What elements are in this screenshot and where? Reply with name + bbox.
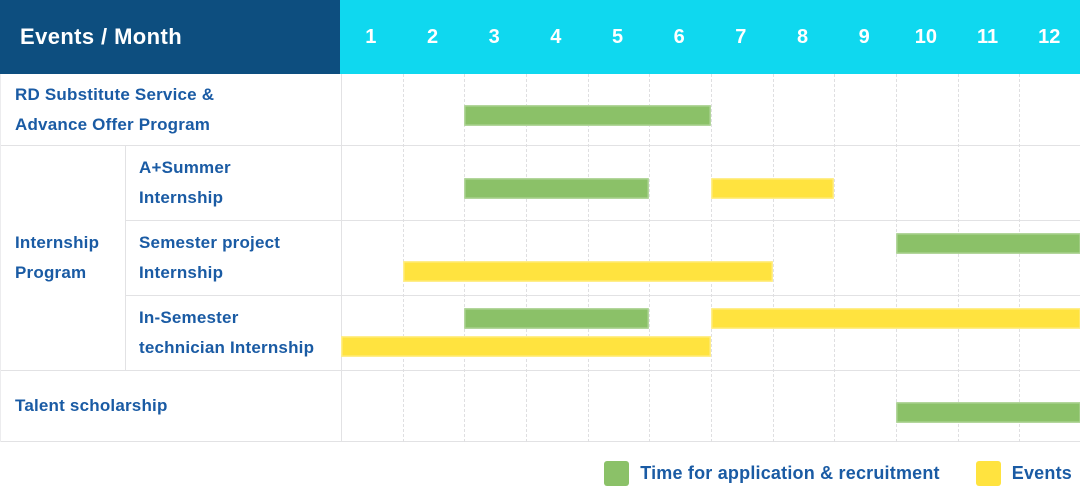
application-bar	[464, 178, 650, 199]
legend-label: Events	[1011, 463, 1072, 483]
row-group-label-line: Internship	[15, 232, 100, 252]
month-gridline	[1019, 74, 1021, 442]
row-divider	[1, 441, 1080, 442]
month-header-label-7: 7	[735, 25, 747, 48]
month-header-label-12: 12	[1038, 25, 1061, 48]
chart-legend: Time for application & recruitment Events	[604, 461, 1072, 486]
month-gridline	[957, 74, 959, 442]
application-bar	[464, 105, 711, 126]
row-label-line: Advance Offer Program	[15, 114, 211, 134]
row-divider	[1, 370, 1080, 371]
month-gridline	[896, 74, 897, 442]
legend-item-event: Events	[975, 461, 1072, 486]
month-header-label-2: 2	[426, 25, 439, 48]
month-gridline	[649, 74, 651, 442]
month-header-label-5: 5	[611, 25, 624, 48]
application-bar	[896, 233, 1080, 254]
event-bar	[711, 178, 835, 199]
row-label-line: In-Semester	[139, 307, 239, 327]
month-header-label-3: 3	[488, 25, 500, 48]
row-divider	[1, 145, 1080, 146]
row-label-4: Talent scholarship	[1, 370, 341, 442]
table-header-title: Events / Month	[0, 0, 340, 74]
row-divider	[125, 220, 1080, 221]
row-label-1: A+Summer Internship	[125, 145, 341, 220]
row-group-label-line: Program	[15, 262, 87, 282]
row-group-label-internship-program: Internship Program	[1, 145, 125, 370]
row-label-line: RD Substitute Service &	[15, 84, 215, 104]
month-header-label-10: 10	[914, 25, 937, 48]
row-divider	[125, 295, 1080, 296]
legend-label: Time for application & recruitment	[640, 463, 940, 483]
month-header: 1 2 3 4 5 6 7 8 9 10 11 12	[340, 0, 1080, 74]
gantt-body: Internship Program RD Substitute Service &…	[0, 74, 1080, 442]
application-bar	[896, 401, 1080, 423]
application-bar	[464, 308, 650, 329]
row-label-line: technician Internship	[139, 337, 315, 357]
month-gridline	[402, 74, 404, 442]
month-gridline	[464, 74, 466, 442]
row-label-2: Semester project Internship	[125, 220, 341, 295]
month-header-label-6: 6	[673, 25, 685, 48]
month-header-label-9: 9	[858, 25, 870, 48]
row-label-line: A+Summer	[139, 157, 231, 177]
month-gridline	[772, 74, 774, 442]
row-label-3: In-Semester technician Internship	[125, 295, 341, 370]
month-gridline	[587, 74, 589, 442]
month-header-label-11: 11	[976, 25, 999, 48]
month-header-label-1: 1	[365, 25, 377, 48]
event-swatch-icon	[975, 461, 1001, 486]
month-header-label-4: 4	[550, 25, 562, 48]
row-label-0: RD Substitute Service & Advance Offer Pro…	[1, 74, 341, 145]
gantt-table: Events / Month 1 2 3 4 5 6 7 8 9 10 11 12 Internshi…	[0, 0, 1080, 442]
chart-area-divider	[341, 74, 342, 442]
row-label-line: Internship	[139, 187, 224, 207]
row-label-line: Internship	[139, 262, 224, 282]
event-bar	[711, 308, 1080, 329]
month-gridline	[711, 74, 712, 442]
row-label-line: Semester project	[139, 232, 281, 252]
legend-item-application: Time for application & recruitment	[604, 461, 940, 486]
table-header-row: Events / Month 1 2 3 4 5 6 7 8 9 10 11 12	[0, 0, 1080, 74]
event-bar	[402, 261, 773, 282]
month-gridline	[834, 74, 836, 442]
event-bar	[341, 336, 711, 357]
month-header-label-8: 8	[796, 25, 809, 48]
month-gridline	[526, 74, 527, 442]
subcolumn-divider	[125, 145, 126, 370]
application-swatch-icon	[604, 461, 630, 486]
row-label-line: Talent scholarship	[15, 396, 168, 415]
